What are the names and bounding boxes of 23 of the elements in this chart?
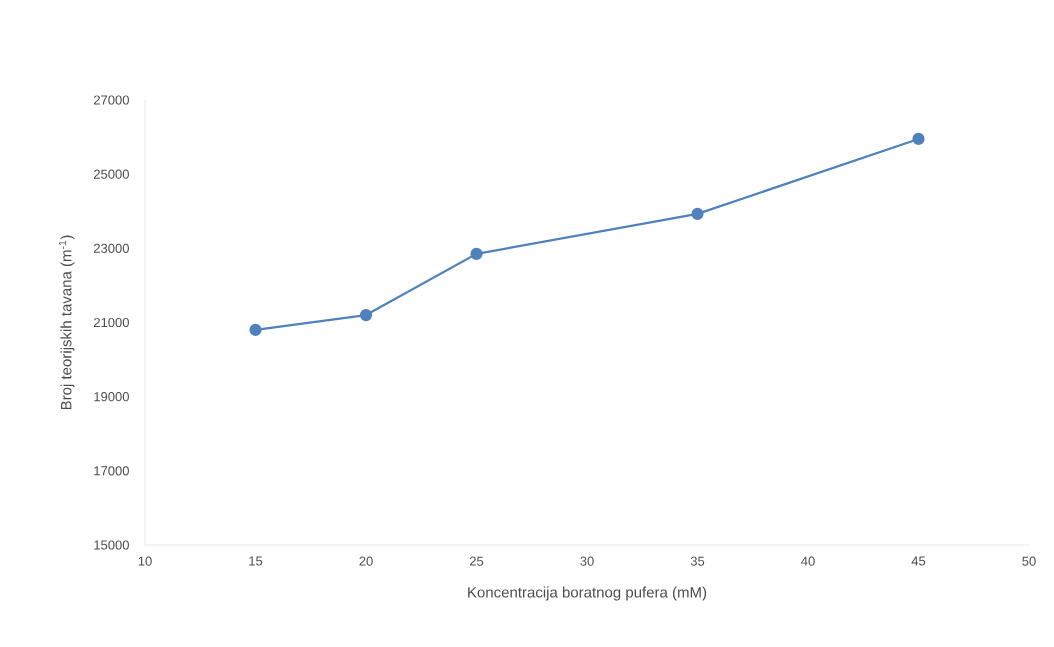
y-tick-label: 27000: [93, 95, 129, 105]
y-tick-label: 15000: [94, 540, 129, 550]
x-tick-label: 20: [359, 556, 373, 566]
point: [912, 132, 925, 146]
point: [359, 308, 373, 322]
y-axis-title: Broj teorijskih tavana (m$^{-1}$): [58, 235, 75, 410]
y-tick-label: 19000: [94, 392, 129, 402]
point: [470, 247, 483, 260]
x-tick-label: 40: [801, 556, 815, 566]
y-tick-label: 25000: [93, 169, 129, 179]
y-tick-label: 21000: [93, 317, 129, 328]
y-tick-label: 23000: [93, 243, 129, 253]
x-tick-label: 50: [1022, 556, 1036, 566]
x-tick-label: 25: [469, 556, 484, 566]
x-tick-label: 35: [690, 556, 705, 566]
x-axis-title: Koncentracija boratnog pufera (mM): [468, 586, 707, 601]
point: [249, 323, 262, 336]
x-tick-label: 30: [580, 556, 594, 566]
x-tick-label: 10: [138, 556, 152, 566]
x-tick-label: 15: [249, 556, 263, 566]
point: [691, 207, 704, 220]
x-tick-label: 45: [911, 556, 926, 566]
y-tick-label: 17000: [94, 466, 129, 476]
